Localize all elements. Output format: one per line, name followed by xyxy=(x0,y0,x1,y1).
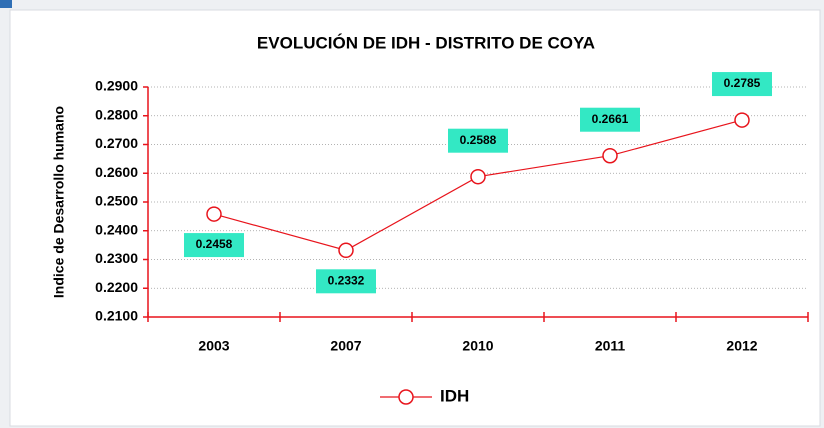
x-tick-label: 2011 xyxy=(595,338,626,354)
x-tick-label: 2007 xyxy=(330,338,361,354)
point xyxy=(602,147,618,164)
y-tick-label: 0.2600 xyxy=(95,164,138,180)
y-axis-label: Indice de Desarrollo humano xyxy=(51,106,67,298)
y-tick-label: 0.2300 xyxy=(95,250,138,266)
chart-title: EVOLUCIÓN DE IDH - DISTRITO DE COYA xyxy=(257,33,595,52)
data-label-box xyxy=(580,107,640,132)
point xyxy=(470,168,486,185)
data-label-box xyxy=(712,72,772,97)
data-label-box xyxy=(448,128,508,153)
x-tick-label: 2003 xyxy=(198,338,229,354)
data-label: 0.2588 xyxy=(460,133,497,147)
point xyxy=(206,206,222,222)
x-tick-label: 2010 xyxy=(462,338,493,354)
y-tick-label: 0.2200 xyxy=(95,279,138,295)
x-tick-label: 2012 xyxy=(726,338,757,354)
data-label: 0.2785 xyxy=(724,76,761,90)
y-tick-label: 0.2500 xyxy=(95,193,138,209)
y-tick-label: 0.2900 xyxy=(95,78,138,94)
data-label: 0.2458 xyxy=(196,237,233,251)
data-label-box xyxy=(316,269,376,294)
corner xyxy=(0,0,12,8)
y-tick-label: 0.2800 xyxy=(95,106,138,122)
point xyxy=(734,112,750,128)
data-label-box xyxy=(184,233,244,258)
y-tick-label: 0.2100 xyxy=(95,308,138,324)
data-label: 0.2661 xyxy=(592,112,629,126)
chart-panel xyxy=(9,9,821,427)
legend-marker xyxy=(398,389,414,405)
y-tick-label: 0.2700 xyxy=(95,135,138,151)
data-label: 0.2332 xyxy=(328,273,365,287)
legend-label: IDH xyxy=(440,386,469,405)
y-tick-label: 0.2400 xyxy=(95,221,138,237)
point xyxy=(338,242,354,259)
